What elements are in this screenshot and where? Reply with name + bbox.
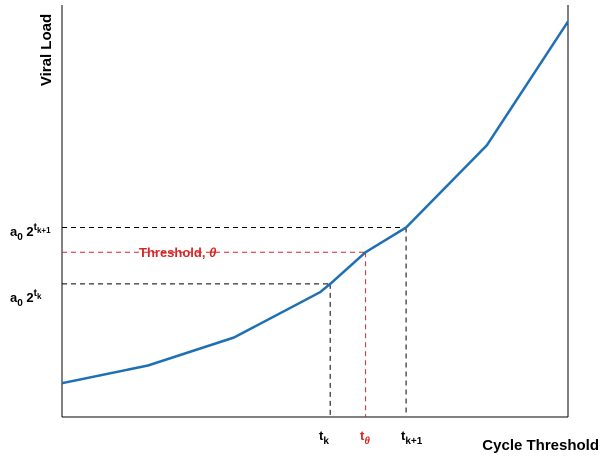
y-label-tk1: a0 2tk+1 (10, 222, 51, 243)
svg-text:tθ: tθ (360, 428, 370, 447)
threshold-label: Threshold, θ (139, 245, 216, 260)
y-axis-title: Viral Load (38, 14, 55, 86)
svg-text:a0 2tk+1: a0 2tk+1 (10, 222, 51, 243)
x-label-tk1: tk+1 (401, 428, 423, 447)
x-axis-title: Cycle Threshold (482, 437, 599, 454)
svg-text:Threshold, θ: Threshold, θ (139, 245, 216, 260)
x-label-tk: tk (319, 428, 329, 447)
svg-text:tk+1: tk+1 (401, 428, 423, 447)
x-label-theta: tθ (360, 428, 370, 447)
svg-text:tk: tk (319, 428, 329, 447)
guide-lines (62, 226, 407, 417)
y-label-tk: a0 2tk (10, 288, 42, 309)
viral-load-curve (61, 20, 570, 385)
svg-text:a0 2tk: a0 2tk (10, 288, 42, 309)
